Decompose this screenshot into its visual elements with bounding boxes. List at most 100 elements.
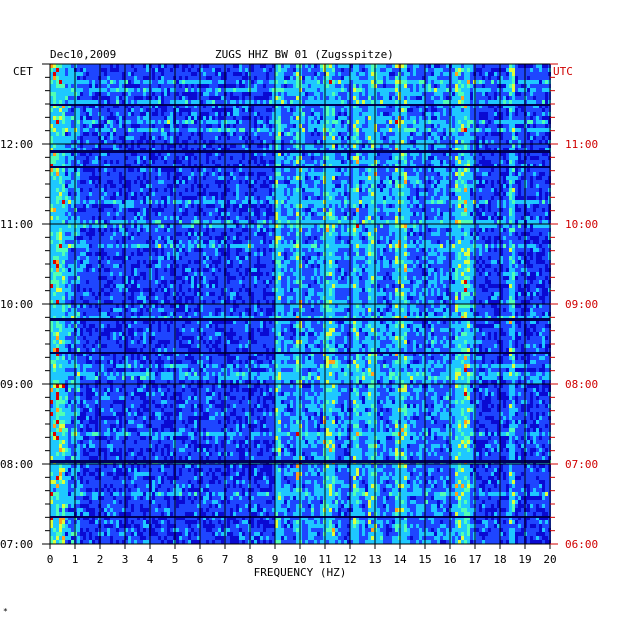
heatmap-cell: [419, 180, 422, 184]
heatmap-cell: [356, 96, 359, 100]
heatmap-cell: [530, 112, 533, 116]
heatmap-cell: [86, 160, 89, 164]
heatmap-cell: [161, 112, 164, 116]
heatmap-cell: [119, 140, 122, 144]
heatmap-cell: [512, 96, 515, 100]
heatmap-cell: [116, 80, 119, 84]
heatmap-cell: [269, 116, 272, 120]
heatmap-cell: [245, 72, 248, 76]
heatmap-cell: [53, 120, 56, 124]
heatmap-cell: [62, 140, 65, 144]
heatmap-cell: [236, 92, 239, 96]
heatmap-cell: [494, 176, 497, 180]
heatmap-cell: [251, 64, 254, 68]
heatmap-cell: [506, 84, 509, 88]
heatmap-cell: [128, 168, 131, 172]
heatmap-cell: [59, 108, 62, 112]
heatmap-cell: [419, 144, 422, 148]
heatmap-cell: [53, 68, 56, 72]
heatmap-cell: [59, 100, 62, 104]
heatmap-cell: [338, 180, 341, 184]
heatmap-cell: [185, 108, 188, 112]
heatmap-cell: [293, 140, 296, 144]
heatmap-cell: [377, 64, 380, 68]
heatmap-cell: [356, 88, 359, 92]
heatmap-cell: [479, 116, 482, 120]
heatmap-cell: [359, 112, 362, 116]
heatmap-cell: [512, 136, 515, 140]
heatmap-cell: [410, 124, 413, 128]
heatmap-cell: [260, 92, 263, 96]
heatmap-cell: [314, 96, 317, 100]
heatmap-cell: [257, 88, 260, 92]
heatmap-cell: [413, 96, 416, 100]
heatmap-cell: [80, 132, 83, 136]
heatmap-cell: [107, 172, 110, 176]
heatmap-cell: [290, 136, 293, 140]
heatmap-cell: [77, 136, 80, 140]
heatmap-cell: [140, 156, 143, 160]
heatmap-cell: [410, 88, 413, 92]
heatmap-cell: [287, 120, 290, 124]
heatmap-cell: [215, 160, 218, 164]
heatmap-cell: [131, 92, 134, 96]
heatmap-cell: [107, 120, 110, 124]
heatmap-cell: [236, 112, 239, 116]
heatmap-cell: [131, 144, 134, 148]
heatmap-cell: [143, 92, 146, 96]
heatmap-cell: [458, 144, 461, 148]
heatmap-cell: [332, 116, 335, 120]
heatmap-cell: [284, 92, 287, 96]
heatmap-cell: [494, 84, 497, 88]
heatmap-cell: [80, 140, 83, 144]
heatmap-cell: [545, 112, 548, 116]
heatmap-cell: [203, 68, 206, 72]
heatmap-cell: [305, 116, 308, 120]
heatmap-cell: [176, 116, 179, 120]
heatmap-cell: [194, 160, 197, 164]
heatmap-cell: [491, 100, 494, 104]
heatmap-cell: [230, 76, 233, 80]
heatmap-cell: [419, 96, 422, 100]
heatmap-cell: [518, 140, 521, 144]
heatmap-cell: [311, 160, 314, 164]
heatmap-cell: [434, 88, 437, 92]
heatmap-cell: [110, 80, 113, 84]
heatmap-cell: [251, 112, 254, 116]
heatmap-cell: [83, 116, 86, 120]
heatmap-cell: [266, 132, 269, 136]
heatmap-cell: [440, 180, 443, 184]
heatmap-cell: [158, 88, 161, 92]
heatmap-cell: [227, 160, 230, 164]
heatmap-cell: [377, 72, 380, 76]
heatmap-cell: [371, 120, 374, 124]
heatmap-cell: [182, 156, 185, 160]
heatmap-cell: [533, 156, 536, 160]
heatmap-cell: [314, 92, 317, 96]
heatmap-cell: [527, 140, 530, 144]
heatmap-cell: [245, 84, 248, 88]
heatmap-cell: [230, 136, 233, 140]
heatmap-cell: [143, 84, 146, 88]
heatmap-cell: [155, 80, 158, 84]
heatmap-cell: [239, 88, 242, 92]
heatmap-cell: [455, 128, 458, 132]
heatmap-cell: [254, 160, 257, 164]
heatmap-cell: [416, 160, 419, 164]
heatmap-cell: [446, 120, 449, 124]
heatmap-cell: [518, 156, 521, 160]
heatmap-cell: [404, 64, 407, 68]
heatmap-cell: [185, 128, 188, 132]
heatmap-cell: [242, 116, 245, 120]
heatmap-cell: [263, 112, 266, 116]
heatmap-cell: [446, 80, 449, 84]
heatmap-cell: [53, 172, 56, 176]
heatmap-cell: [386, 176, 389, 180]
heatmap-cell: [431, 124, 434, 128]
heatmap-cell: [215, 168, 218, 172]
heatmap-cell: [395, 156, 398, 160]
heatmap-cell: [68, 124, 71, 128]
heatmap-cell: [533, 124, 536, 128]
heatmap-cell: [416, 172, 419, 176]
heatmap-cell: [395, 108, 398, 112]
